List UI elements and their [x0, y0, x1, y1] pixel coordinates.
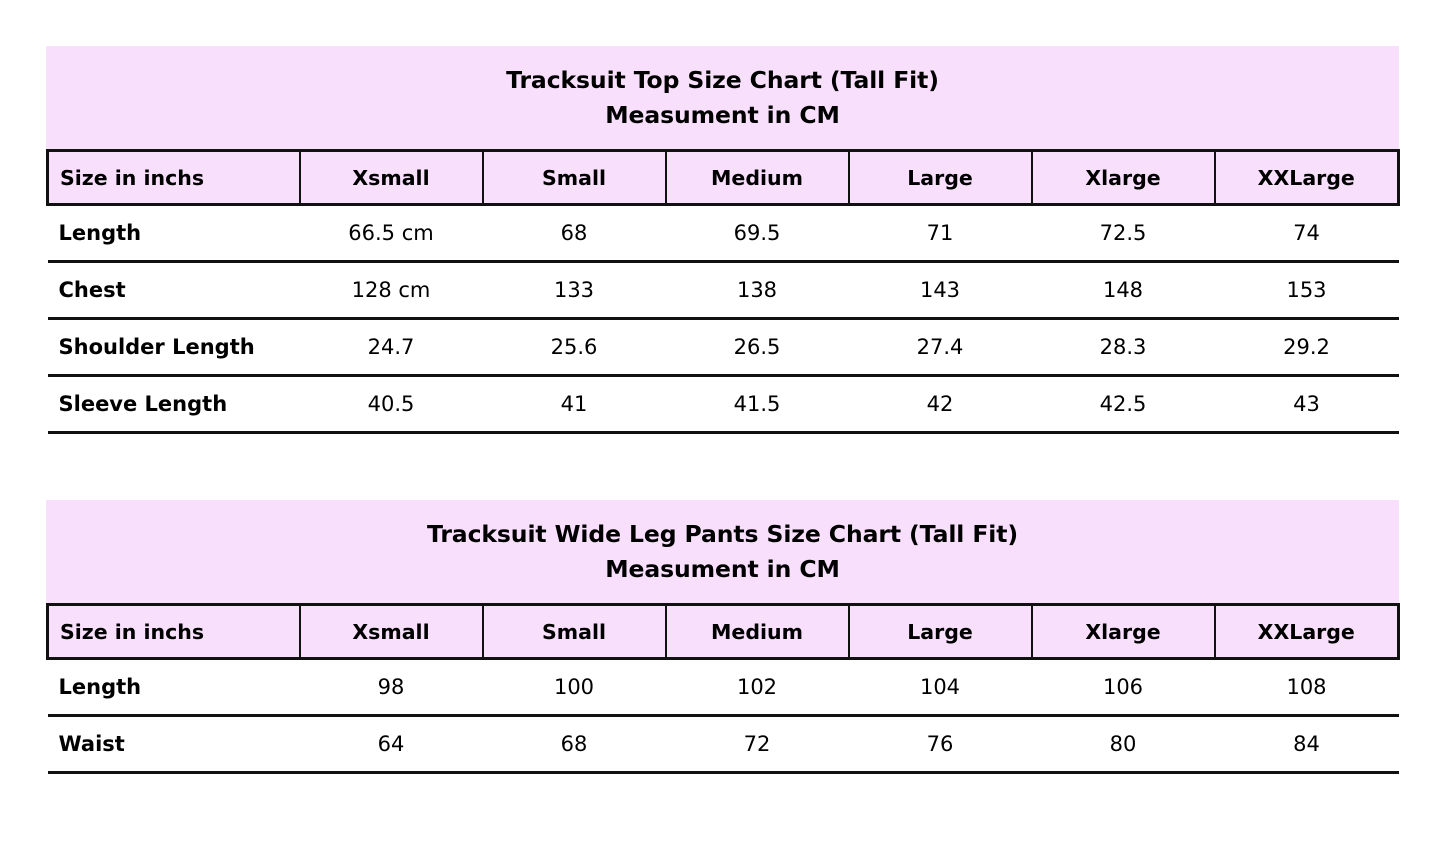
cell-waist-large: 76	[848, 715, 1032, 774]
column-header-xxlarge: XXLarge	[1214, 603, 1400, 660]
tracksuit-pants-title-banner: Tracksuit Wide Leg Pants Size Chart (Tal…	[46, 500, 1399, 603]
row-label-waist: Waist	[47, 715, 300, 774]
cell-shoulder-length-small: 25.6	[482, 318, 666, 377]
cell-chest-xsmall: 128 cm	[299, 261, 483, 320]
cell-chest-medium: 138	[665, 261, 849, 320]
cell-waist-small: 68	[482, 715, 666, 774]
cell-chest-small: 133	[482, 261, 666, 320]
tracksuit-top-title-banner: Tracksuit Top Size Chart (Tall Fit) Meas…	[46, 46, 1399, 149]
tracksuit-pants-title-line1: Tracksuit Wide Leg Pants Size Chart (Tal…	[426, 520, 1019, 548]
column-header-medium: Medium	[665, 149, 850, 206]
cell-sleeve-length-large: 42	[848, 375, 1032, 434]
cell-sleeve-length-xxlarge: 43	[1214, 375, 1399, 434]
cell-waist-xlarge: 80	[1031, 715, 1215, 774]
table-row: Waist 64 68 72 76 80 84	[47, 715, 1399, 774]
column-header-xxlarge: XXLarge	[1214, 149, 1400, 206]
cell-length-large: 71	[848, 204, 1032, 263]
cell-length-medium: 69.5	[665, 204, 849, 263]
cell-pants-length-xsmall: 98	[299, 658, 483, 717]
cell-waist-xsmall: 64	[299, 715, 483, 774]
table-header-row: Size in inchs Xsmall Small Medium Large …	[46, 603, 1400, 660]
cell-chest-xxlarge: 153	[1214, 261, 1399, 320]
tracksuit-pants-title-line2: Measument in CM	[605, 555, 840, 583]
column-header-xlarge: Xlarge	[1031, 603, 1216, 660]
cell-shoulder-length-xsmall: 24.7	[299, 318, 483, 377]
table-header-row: Size in inchs Xsmall Small Medium Large …	[46, 149, 1400, 206]
column-header-size-in-inchs: Size in inchs	[46, 603, 301, 660]
row-label-shoulder-length: Shoulder Length	[47, 318, 300, 377]
column-header-large: Large	[848, 603, 1033, 660]
cell-length-xlarge: 72.5	[1031, 204, 1215, 263]
cell-length-xsmall: 66.5 cm	[299, 204, 483, 263]
cell-length-small: 68	[482, 204, 666, 263]
tracksuit-top-title-line1: Tracksuit Top Size Chart (Tall Fit)	[506, 66, 939, 94]
tracksuit-top-title-line2: Measument in CM	[605, 101, 840, 129]
column-header-size-in-inchs: Size in inchs	[46, 149, 301, 206]
cell-chest-large: 143	[848, 261, 1032, 320]
cell-sleeve-length-xlarge: 42.5	[1031, 375, 1215, 434]
cell-sleeve-length-xsmall: 40.5	[299, 375, 483, 434]
row-label-chest: Chest	[47, 261, 300, 320]
column-header-xsmall: Xsmall	[299, 149, 484, 206]
tracksuit-top-size-table: Size in inchs Xsmall Small Medium Large …	[46, 149, 1400, 434]
cell-pants-length-xlarge: 106	[1031, 658, 1215, 717]
table-row: Sleeve Length 40.5 41 41.5 42 42.5 43	[47, 375, 1399, 434]
column-header-medium: Medium	[665, 603, 850, 660]
column-header-xsmall: Xsmall	[299, 603, 484, 660]
column-header-xlarge: Xlarge	[1031, 149, 1216, 206]
row-label-sleeve-length: Sleeve Length	[47, 375, 300, 434]
cell-sleeve-length-small: 41	[482, 375, 666, 434]
cell-pants-length-large: 104	[848, 658, 1032, 717]
cell-shoulder-length-xxlarge: 29.2	[1214, 318, 1399, 377]
column-header-large: Large	[848, 149, 1033, 206]
cell-shoulder-length-xlarge: 28.3	[1031, 318, 1215, 377]
cell-pants-length-small: 100	[482, 658, 666, 717]
cell-length-xxlarge: 74	[1214, 204, 1399, 263]
table-row: Length 66.5 cm 68 69.5 71 72.5 74	[47, 204, 1399, 263]
table-row: Shoulder Length 24.7 25.6 26.5 27.4 28.3…	[47, 318, 1399, 377]
table-row: Chest 128 cm 133 138 143 148 153	[47, 261, 1399, 320]
cell-shoulder-length-medium: 26.5	[665, 318, 849, 377]
cell-waist-xxlarge: 84	[1214, 715, 1399, 774]
column-header-small: Small	[482, 603, 667, 660]
tracksuit-top-chart-block: Tracksuit Top Size Chart (Tall Fit) Meas…	[46, 46, 1400, 434]
cell-waist-medium: 72	[665, 715, 849, 774]
row-label-length: Length	[47, 204, 300, 263]
tracksuit-pants-size-table: Size in inchs Xsmall Small Medium Large …	[46, 603, 1400, 774]
cell-pants-length-medium: 102	[665, 658, 849, 717]
column-header-small: Small	[482, 149, 667, 206]
table-row: Length 98 100 102 104 106 108	[47, 658, 1399, 717]
row-label-length: Length	[47, 658, 300, 717]
cell-sleeve-length-medium: 41.5	[665, 375, 849, 434]
tracksuit-pants-chart-block: Tracksuit Wide Leg Pants Size Chart (Tal…	[46, 500, 1400, 774]
cell-pants-length-xxlarge: 108	[1214, 658, 1399, 717]
cell-chest-xlarge: 148	[1031, 261, 1215, 320]
cell-shoulder-length-large: 27.4	[848, 318, 1032, 377]
